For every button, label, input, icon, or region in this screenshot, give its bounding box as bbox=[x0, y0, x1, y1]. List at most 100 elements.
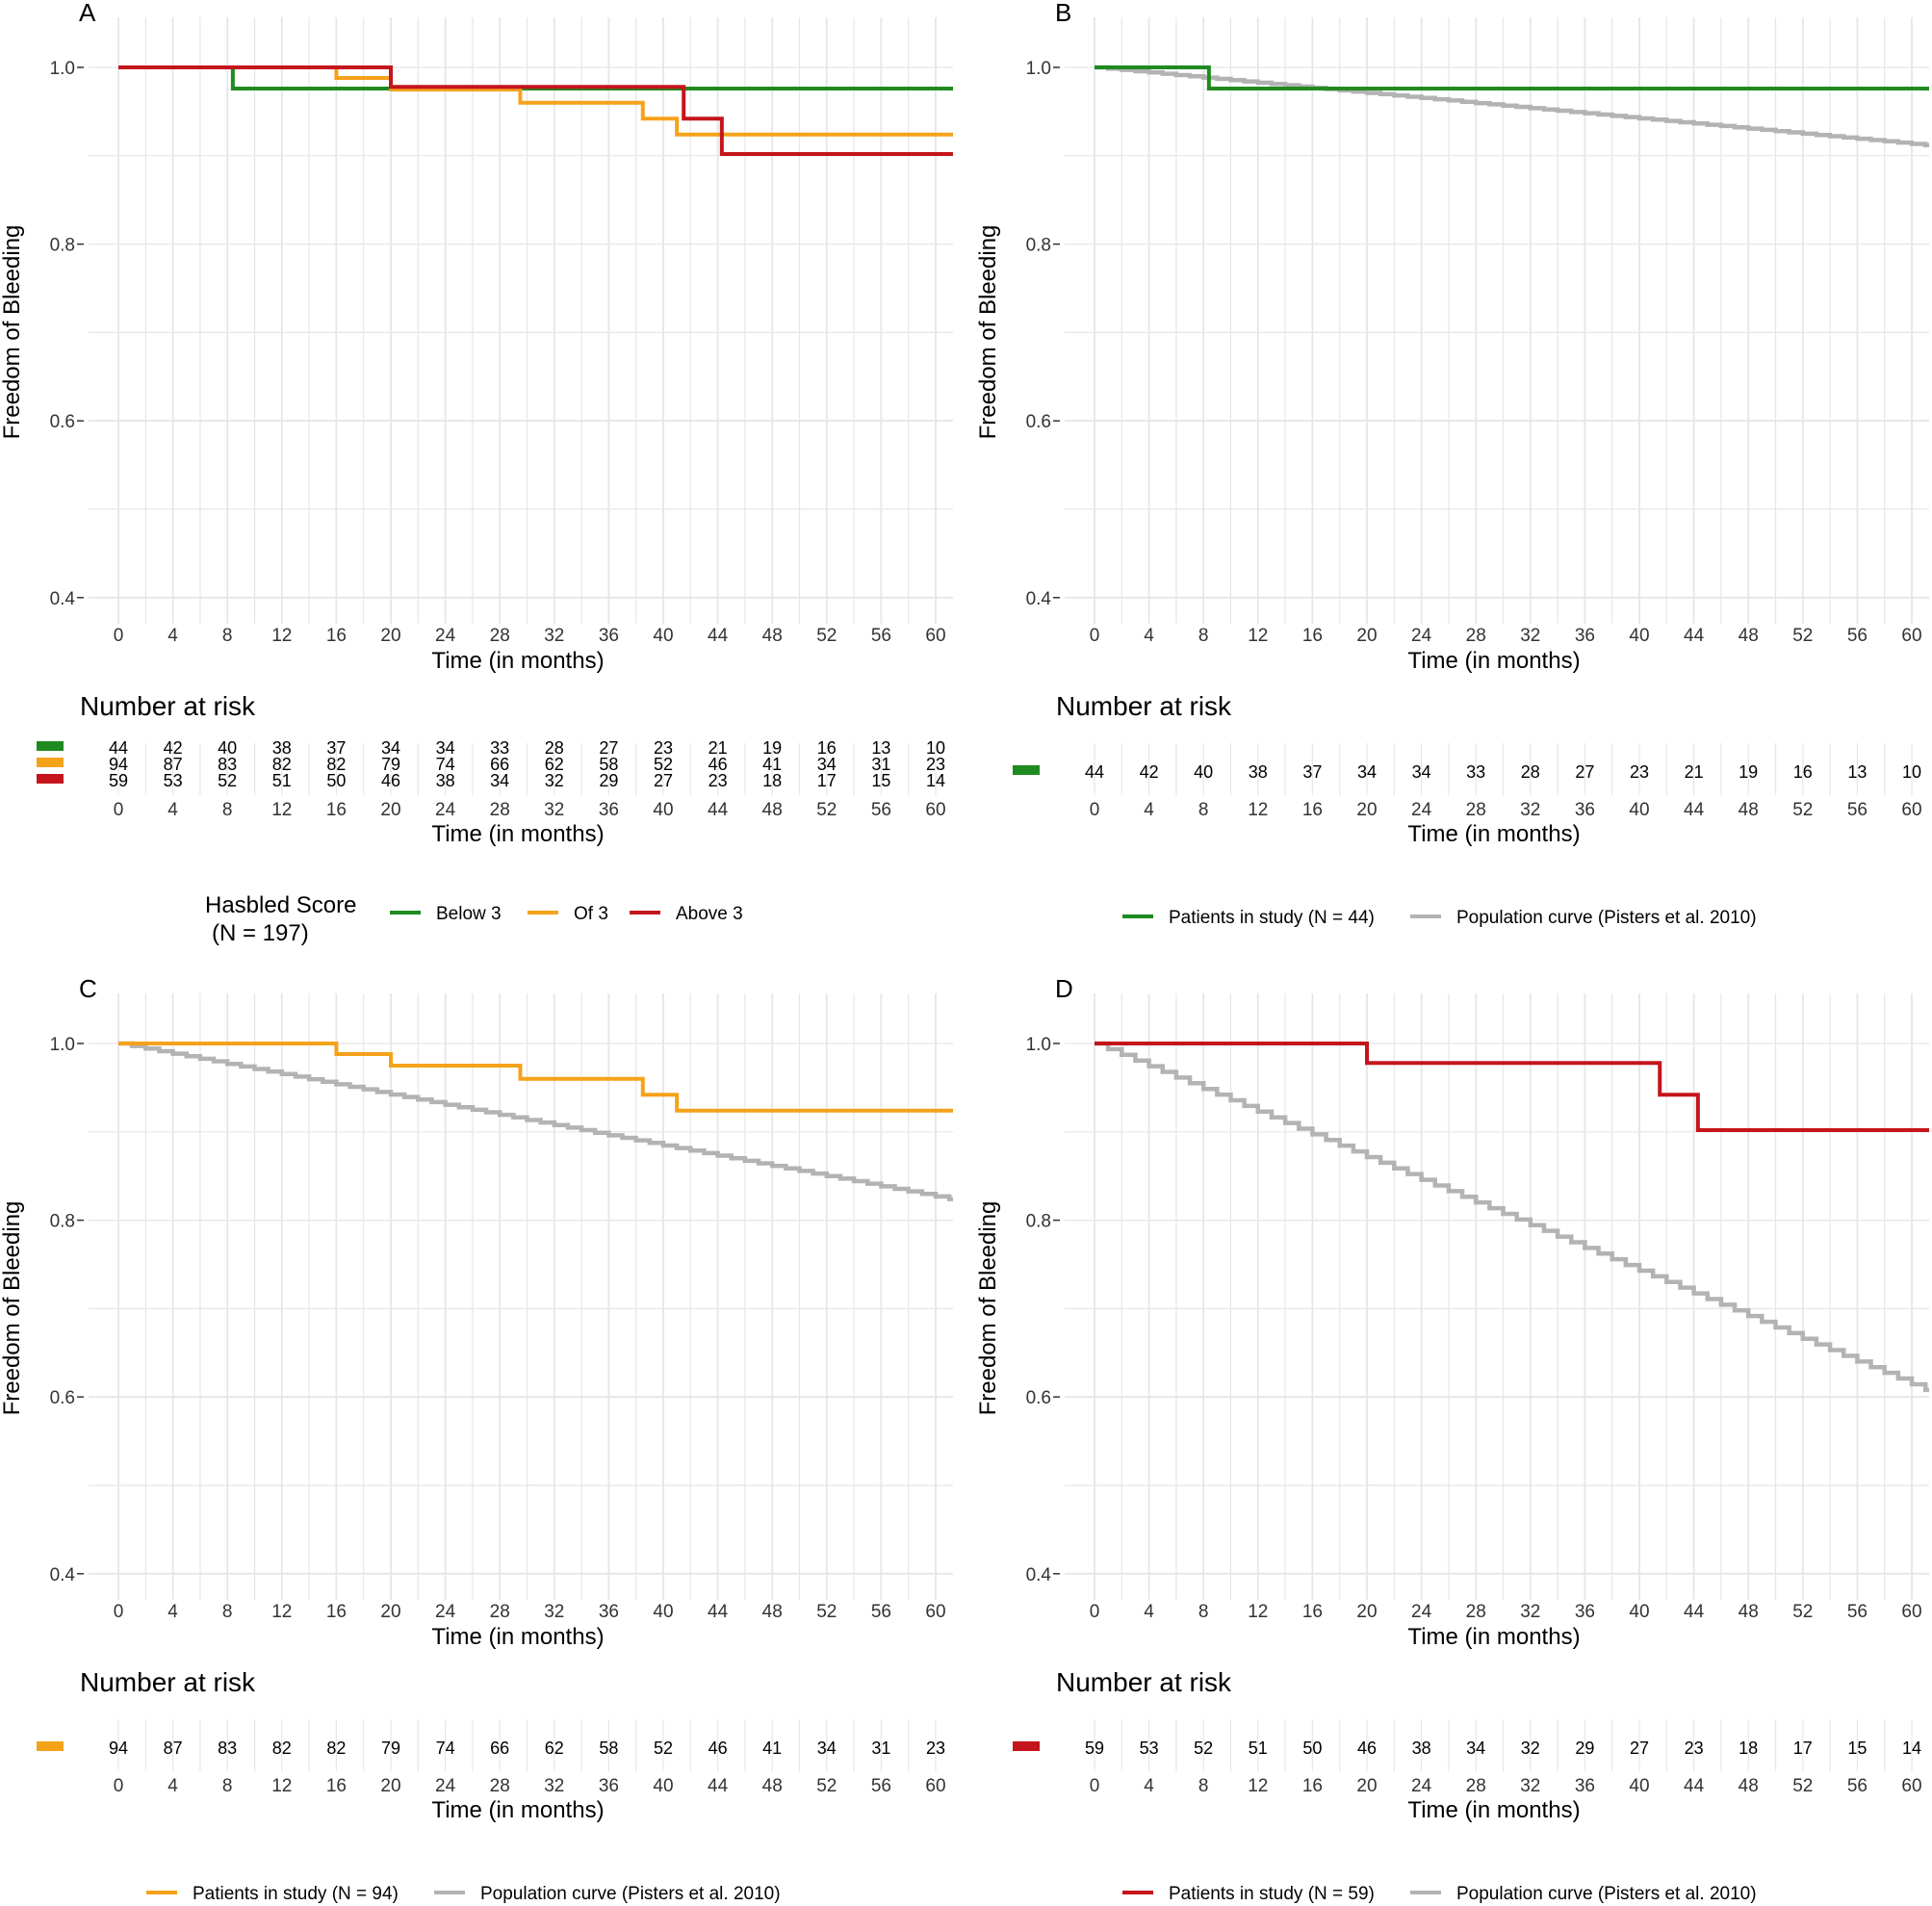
risk-count: 16 bbox=[1793, 762, 1813, 782]
risk-count: 29 bbox=[599, 771, 618, 790]
risk-count: 50 bbox=[1302, 1739, 1322, 1758]
x-tick-label: 36 bbox=[599, 1602, 619, 1622]
x-tick-label: 44 bbox=[1684, 626, 1705, 646]
risk-count: 27 bbox=[599, 738, 618, 758]
x-tick-label: 4 bbox=[1144, 1602, 1154, 1622]
risk-x-tick-label: 36 bbox=[599, 800, 619, 820]
risk-count: 34 bbox=[817, 755, 837, 774]
risk-x-tick-label: 60 bbox=[1901, 1776, 1921, 1796]
risk-count: 18 bbox=[1739, 1739, 1758, 1758]
risk-x-tick-label: 48 bbox=[762, 1776, 783, 1796]
risk-count: 79 bbox=[381, 1739, 400, 1758]
risk-count: 94 bbox=[109, 755, 128, 774]
risk-x-tick-label: 24 bbox=[435, 1776, 456, 1796]
risk-count: 14 bbox=[1902, 1739, 1921, 1758]
risk-count: 34 bbox=[381, 738, 400, 758]
x-tick-label: 60 bbox=[1901, 1602, 1921, 1622]
risk-count: 23 bbox=[1685, 1739, 1704, 1758]
legend: Patients in study (N = 59) Population cur… bbox=[1122, 1884, 1757, 1904]
risk-count: 51 bbox=[272, 771, 292, 790]
risk-x-tick-label: 32 bbox=[544, 1776, 564, 1796]
y-tick-label: 0.8 bbox=[1026, 1212, 1051, 1232]
risk-x-axis-title: Time (in months) bbox=[431, 821, 604, 847]
x-tick-label: 48 bbox=[1739, 1602, 1759, 1622]
risk-x-tick-label: 28 bbox=[490, 1776, 510, 1796]
risk-x-tick-label: 52 bbox=[816, 800, 837, 820]
x-tick-label: 16 bbox=[1302, 1602, 1323, 1622]
x-tick-label: 60 bbox=[925, 626, 945, 646]
population-curve bbox=[1095, 64, 1929, 148]
risk-count: 21 bbox=[708, 738, 728, 758]
risk-x-tick-label: 32 bbox=[544, 800, 564, 820]
risk-x-tick-label: 12 bbox=[1248, 1776, 1268, 1796]
x-tick-label: 36 bbox=[1575, 626, 1595, 646]
y-tick-label: 0.6 bbox=[50, 412, 75, 432]
risk-count: 28 bbox=[1521, 762, 1540, 782]
risk-x-axis-title: Time (in months) bbox=[1407, 1797, 1580, 1823]
risk-count: 59 bbox=[109, 771, 128, 790]
risk-count: 37 bbox=[1302, 762, 1322, 782]
risk-x-tick-label: 4 bbox=[1144, 800, 1154, 820]
risk-row-swatch-orange bbox=[37, 758, 64, 767]
risk-x-tick-label: 44 bbox=[1684, 800, 1705, 820]
legend-subtitle: (N = 197) bbox=[212, 920, 309, 946]
risk-table-title: Number at risk bbox=[80, 691, 256, 721]
risk-count: 53 bbox=[164, 771, 183, 790]
risk-x-tick-label: 0 bbox=[114, 1776, 124, 1796]
y-axis-title: Freedom of Bleeding bbox=[975, 1201, 1001, 1416]
x-tick-label: 52 bbox=[816, 1602, 837, 1622]
panel-a: A0.40.60.81.00 4 8 12 16 20 24 28 32 36 40 44 48 52 56… bbox=[0, 0, 953, 946]
legend-item-label: Patients in study (N = 59) bbox=[1169, 1884, 1375, 1904]
x-tick-label: 56 bbox=[1847, 1602, 1868, 1622]
risk-count: 79 bbox=[381, 755, 400, 774]
y-tick-label: 1.0 bbox=[1026, 1035, 1051, 1055]
x-tick-label: 20 bbox=[380, 626, 400, 646]
risk-count: 52 bbox=[654, 755, 673, 774]
panel-c: C0.40.60.81.00 4 8 12 16 20 24 28 32 36 40 44 48 52 56… bbox=[0, 974, 953, 1904]
risk-count: 41 bbox=[762, 755, 782, 774]
risk-count: 23 bbox=[708, 771, 728, 790]
risk-count: 33 bbox=[1466, 762, 1485, 782]
y-tick-label: 0.6 bbox=[50, 1388, 75, 1408]
x-tick-label: 4 bbox=[167, 626, 178, 646]
risk-count: 15 bbox=[871, 771, 890, 790]
x-tick-label: 48 bbox=[1739, 626, 1759, 646]
risk-x-tick-label: 40 bbox=[653, 1776, 673, 1796]
risk-count: 27 bbox=[1575, 762, 1594, 782]
x-tick-label: 8 bbox=[1198, 626, 1209, 646]
x-tick-label: 0 bbox=[1090, 1602, 1100, 1622]
y-tick-label: 0.8 bbox=[50, 1212, 75, 1232]
x-tick-label: 36 bbox=[1575, 1602, 1595, 1622]
risk-x-tick-label: 12 bbox=[271, 1776, 292, 1796]
legend-item-label: Below 3 bbox=[436, 904, 502, 924]
risk-row-swatch-orange bbox=[37, 1741, 64, 1751]
risk-count: 82 bbox=[326, 755, 346, 774]
x-axis-title: Time (in months) bbox=[1407, 1624, 1580, 1650]
legend-item-label: Of 3 bbox=[574, 904, 608, 924]
x-tick-label: 28 bbox=[490, 626, 510, 646]
legend-item-label: Population curve (Pisters et al. 2010) bbox=[1456, 1884, 1757, 1904]
x-tick-label: 12 bbox=[271, 1602, 292, 1622]
risk-count: 31 bbox=[871, 1739, 890, 1758]
x-axis-title: Time (in months) bbox=[431, 648, 604, 674]
risk-x-tick-label: 8 bbox=[1198, 1776, 1209, 1796]
risk-count: 44 bbox=[1085, 762, 1104, 782]
risk-count: 51 bbox=[1249, 1739, 1268, 1758]
x-tick-label: 4 bbox=[1144, 626, 1154, 646]
x-tick-label: 4 bbox=[167, 1602, 178, 1622]
x-tick-label: 32 bbox=[1520, 1602, 1540, 1622]
x-tick-label: 16 bbox=[1302, 626, 1323, 646]
risk-x-tick-label: 52 bbox=[816, 1776, 837, 1796]
risk-row-swatch-green bbox=[37, 741, 64, 751]
panel-label: A bbox=[79, 0, 96, 27]
risk-count: 34 bbox=[436, 738, 455, 758]
risk-count: 23 bbox=[1630, 762, 1649, 782]
risk-count: 38 bbox=[1412, 1739, 1431, 1758]
risk-x-tick-label: 32 bbox=[1520, 1776, 1540, 1796]
risk-x-tick-label: 28 bbox=[1466, 1776, 1486, 1796]
risk-count: 82 bbox=[272, 755, 292, 774]
risk-x-axis-title: Time (in months) bbox=[1407, 821, 1580, 847]
x-tick-label: 40 bbox=[653, 1602, 673, 1622]
risk-count: 52 bbox=[218, 771, 237, 790]
legend-item-label: Patients in study (N = 44) bbox=[1169, 908, 1375, 928]
